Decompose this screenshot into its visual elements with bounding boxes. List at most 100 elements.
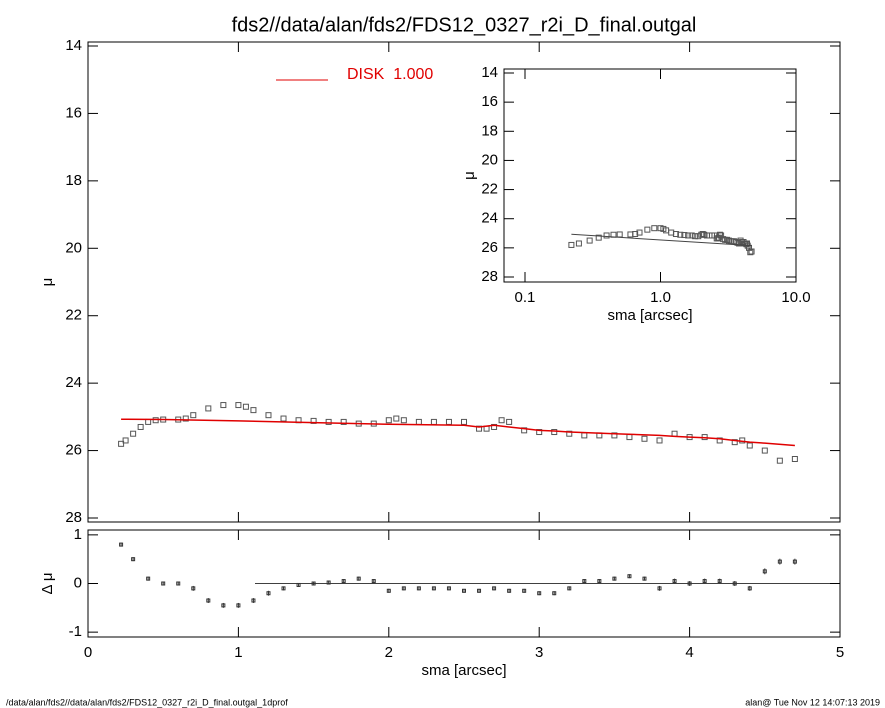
data-point bbox=[507, 588, 512, 593]
data-point bbox=[220, 402, 227, 409]
model-line bbox=[121, 418, 795, 447]
data-point bbox=[792, 559, 797, 564]
data-point bbox=[445, 418, 452, 425]
data-point bbox=[130, 430, 137, 437]
y-tick-label: 22 bbox=[481, 181, 498, 198]
data-point bbox=[430, 418, 437, 425]
y-tick-label: 14 bbox=[65, 37, 82, 54]
y-axis-label: Δ μ bbox=[39, 572, 56, 594]
data-point bbox=[642, 576, 647, 581]
x-tick-label: 5 bbox=[836, 644, 844, 661]
y-axis-label: μ bbox=[461, 171, 478, 180]
y-tick-label: -1 bbox=[69, 623, 82, 640]
data-point bbox=[732, 581, 737, 586]
data-point bbox=[627, 574, 632, 579]
data-point bbox=[190, 412, 197, 419]
data-point bbox=[119, 542, 124, 547]
x-tick-label: 2 bbox=[385, 644, 393, 661]
y-tick-label: 24 bbox=[65, 374, 82, 391]
data-point bbox=[776, 457, 783, 464]
data-point bbox=[626, 434, 633, 441]
y-tick-label: 18 bbox=[65, 172, 82, 189]
data-point bbox=[717, 579, 722, 584]
x-tick-label: 3 bbox=[535, 644, 543, 661]
data-point bbox=[616, 231, 623, 238]
data-point bbox=[747, 249, 754, 256]
data-point bbox=[242, 403, 249, 410]
data-point bbox=[446, 586, 451, 591]
x-tick-label: 1.0 bbox=[650, 289, 671, 306]
data-point bbox=[567, 586, 572, 591]
data-point bbox=[595, 234, 602, 241]
data-point bbox=[356, 576, 361, 581]
data-point bbox=[176, 581, 181, 586]
data-point bbox=[699, 231, 706, 238]
chart-title: fds2//data/alan/fds2/FDS12_0327_r2i_D_fi… bbox=[232, 14, 697, 36]
data-point bbox=[687, 581, 692, 586]
data-point bbox=[537, 591, 542, 596]
x-axis-label: sma [arcsec] bbox=[421, 662, 506, 679]
data-point bbox=[325, 418, 332, 425]
data-point bbox=[636, 229, 643, 236]
y-tick-label: 28 bbox=[65, 509, 82, 526]
data-point bbox=[205, 405, 212, 412]
data-point bbox=[603, 232, 610, 239]
data-point bbox=[393, 415, 400, 422]
data-point bbox=[575, 240, 582, 247]
data-point bbox=[672, 231, 679, 238]
data-point bbox=[581, 432, 588, 439]
y-tick-label: 16 bbox=[65, 104, 82, 121]
data-point bbox=[462, 588, 466, 593]
data-point bbox=[521, 427, 528, 434]
data-point bbox=[326, 580, 331, 585]
data-point bbox=[536, 429, 543, 436]
data-point bbox=[746, 442, 753, 449]
data-point bbox=[266, 591, 271, 596]
data-point bbox=[677, 231, 684, 238]
y-tick-label: 0 bbox=[74, 574, 82, 591]
data-point bbox=[146, 576, 151, 581]
data-point bbox=[477, 588, 482, 593]
data-point bbox=[385, 417, 392, 424]
data-point bbox=[161, 581, 166, 586]
data-point bbox=[597, 579, 602, 584]
data-point bbox=[131, 557, 136, 562]
data-point bbox=[296, 582, 301, 587]
data-point bbox=[191, 586, 196, 591]
data-point bbox=[552, 591, 557, 596]
data-point bbox=[716, 437, 723, 444]
data-point bbox=[644, 226, 651, 233]
data-point bbox=[632, 231, 639, 238]
data-point bbox=[685, 232, 692, 239]
y-tick-label: 16 bbox=[481, 93, 498, 110]
data-point bbox=[341, 579, 346, 584]
data-point bbox=[491, 423, 498, 430]
y-axis-label: μ bbox=[39, 278, 56, 287]
x-tick-label: 0.1 bbox=[515, 289, 536, 306]
data-point bbox=[137, 423, 144, 430]
data-point bbox=[281, 586, 286, 591]
data-point bbox=[551, 429, 558, 436]
data-point bbox=[747, 586, 752, 591]
data-point bbox=[611, 432, 618, 439]
data-point bbox=[568, 241, 575, 248]
data-point bbox=[122, 437, 129, 444]
data-point bbox=[681, 232, 688, 239]
data-point bbox=[656, 437, 663, 444]
data-point bbox=[250, 407, 257, 414]
y-tick-label: 20 bbox=[65, 239, 82, 256]
data-point bbox=[311, 581, 316, 586]
data-point bbox=[498, 417, 505, 424]
plot-frame bbox=[503, 68, 797, 283]
data-point bbox=[651, 225, 658, 232]
data-point bbox=[688, 232, 695, 239]
data-point bbox=[692, 233, 699, 240]
model-line bbox=[571, 233, 752, 247]
data-point bbox=[672, 579, 677, 584]
data-point bbox=[182, 415, 189, 422]
data-point bbox=[777, 559, 782, 564]
data-point bbox=[641, 435, 648, 442]
data-point bbox=[720, 236, 727, 243]
